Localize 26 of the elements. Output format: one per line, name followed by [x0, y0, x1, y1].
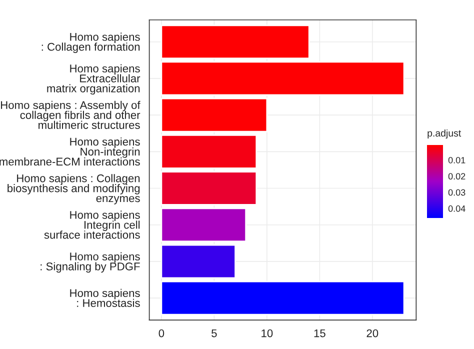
bar [160, 134, 258, 169]
color-bar-label: 0.01 [448, 156, 466, 164]
y-tick-label: Homo sapiens : Collagen formation [42, 32, 140, 53]
x-tick-label: 15 [314, 329, 326, 338]
bar [160, 98, 268, 132]
x-tick-label: 20 [366, 329, 378, 338]
color-bar-label: 0.04 [448, 205, 466, 212]
y-tick-label: Homo sapiens Integrin cell surface interactions [44, 210, 140, 239]
x-tick-label: 0 [158, 329, 164, 338]
color-bar-label: 0.02 [448, 173, 466, 180]
y-tick-label: Homo sapiens : Signaling by PDGF [40, 252, 140, 273]
bar [160, 208, 247, 242]
bar [160, 24, 310, 60]
color-bar-label: 0.03 [448, 189, 466, 196]
y-tick-label: Homo sapiens Non-integrin membrane-ECM interactions [0, 137, 140, 166]
color-bar-title: p.adjust [428, 129, 462, 139]
y-tick-label: Homo sapiens : Assembly of collagen fibrils and other multimeric structures [1, 100, 140, 129]
bar [160, 280, 405, 316]
bar [160, 171, 258, 206]
y-tick-label: Homo sapiens : Collagen biosynthesis and modifying enzymes [8, 174, 140, 204]
bar [160, 244, 236, 279]
y-tick-label: Homo sapiens : Hemostasis [70, 288, 140, 307]
x-tick-label: 5 [212, 329, 217, 338]
y-tick-label: Homo sapiens Extracellular matrix organization [47, 64, 140, 95]
bar [160, 61, 405, 96]
x-tick-label: 10 [262, 329, 273, 338]
